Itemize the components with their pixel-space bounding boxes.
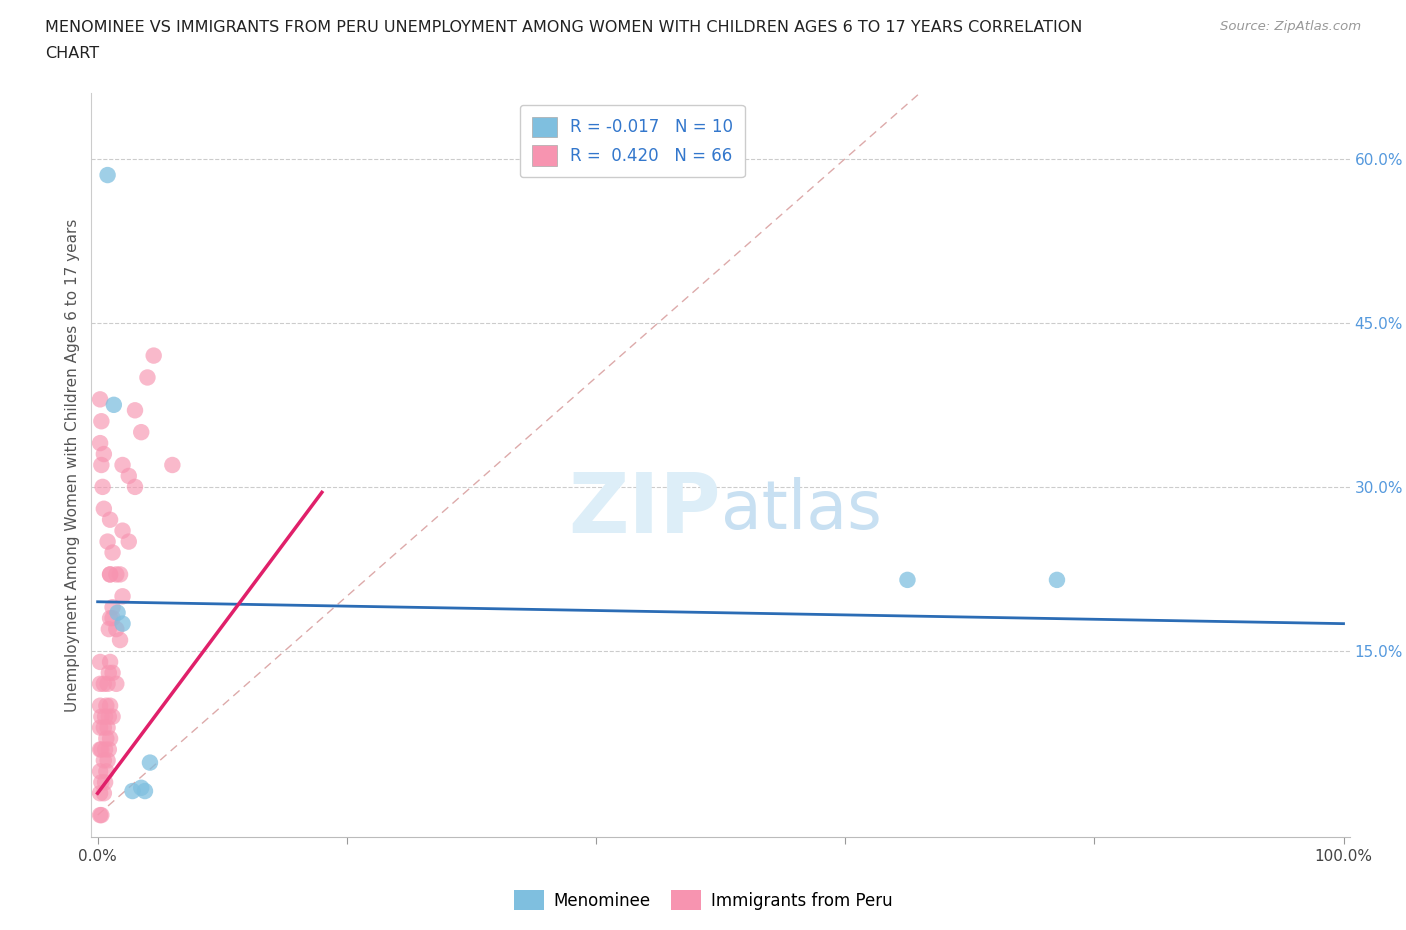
Point: [121, 784, 143, 799]
Point: [136, 370, 159, 385]
Point: [90, 458, 112, 472]
Point: [89, 742, 111, 757]
Point: [101, 545, 124, 560]
Point: [98, 512, 121, 527]
Point: [93, 786, 115, 801]
Point: [105, 676, 128, 691]
Point: [103, 397, 125, 412]
Point: [90, 710, 112, 724]
Point: [101, 666, 124, 681]
Point: [90, 414, 112, 429]
Legend: Menominee, Immigrants from Peru: Menominee, Immigrants from Peru: [508, 884, 898, 917]
Point: [93, 501, 115, 516]
Point: [101, 600, 124, 615]
Point: [94, 775, 117, 790]
Point: [91, 480, 114, 495]
Point: [108, 632, 131, 647]
Point: [98, 567, 121, 582]
Point: [111, 589, 134, 604]
Point: [98, 698, 121, 713]
Point: [98, 611, 121, 626]
Point: [124, 480, 146, 495]
Point: [89, 655, 111, 670]
Point: [93, 676, 115, 691]
Point: [97, 534, 120, 549]
Text: Source: ZipAtlas.com: Source: ZipAtlas.com: [1220, 20, 1361, 33]
Point: [105, 567, 128, 582]
Point: [97, 621, 120, 636]
Point: [97, 676, 120, 691]
Point: [101, 611, 124, 626]
Point: [96, 698, 118, 713]
Point: [111, 524, 134, 538]
Point: [89, 764, 111, 778]
Text: CHART: CHART: [45, 46, 98, 61]
Point: [96, 731, 118, 746]
Point: [90, 742, 112, 757]
Point: [111, 617, 134, 631]
Point: [89, 698, 111, 713]
Text: MENOMINEE VS IMMIGRANTS FROM PERU UNEMPLOYMENT AMONG WOMEN WITH CHILDREN AGES 6 : MENOMINEE VS IMMIGRANTS FROM PERU UNEMPL…: [45, 20, 1083, 35]
Point: [93, 753, 115, 768]
Point: [129, 780, 152, 795]
Point: [97, 710, 120, 724]
Point: [896, 573, 918, 588]
Point: [118, 534, 141, 549]
Point: [98, 731, 121, 746]
Text: atlas: atlas: [720, 477, 882, 542]
Point: [97, 167, 120, 182]
Point: [97, 753, 120, 768]
Point: [142, 348, 165, 363]
Point: [94, 710, 117, 724]
Point: [97, 742, 120, 757]
Point: [97, 720, 120, 735]
Point: [162, 458, 184, 472]
Point: [124, 403, 146, 418]
Point: [98, 655, 121, 670]
Point: [101, 710, 124, 724]
Point: [89, 435, 111, 450]
Point: [111, 458, 134, 472]
Point: [93, 720, 115, 735]
Point: [96, 764, 118, 778]
Point: [93, 446, 115, 461]
Y-axis label: Unemployment Among Women with Children Ages 6 to 17 years: Unemployment Among Women with Children A…: [65, 219, 80, 711]
Text: ZIP: ZIP: [568, 469, 720, 551]
Legend: R = -0.017   N = 10, R =  0.420   N = 66: R = -0.017 N = 10, R = 0.420 N = 66: [520, 105, 745, 178]
Point: [98, 567, 121, 582]
Point: [118, 469, 141, 484]
Point: [89, 786, 111, 801]
Point: [108, 567, 131, 582]
Point: [129, 425, 152, 440]
Point: [90, 775, 112, 790]
Point: [105, 621, 128, 636]
Point: [94, 742, 117, 757]
Point: [97, 666, 120, 681]
Point: [89, 807, 111, 822]
Point: [89, 676, 111, 691]
Point: [1046, 573, 1069, 588]
Point: [107, 605, 129, 620]
Point: [139, 755, 162, 770]
Point: [89, 720, 111, 735]
Point: [90, 807, 112, 822]
Point: [89, 392, 111, 406]
Point: [134, 784, 156, 799]
